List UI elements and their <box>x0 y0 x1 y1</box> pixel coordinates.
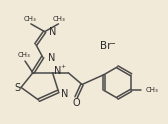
Text: CH₃: CH₃ <box>18 52 30 58</box>
Text: S: S <box>14 83 20 93</box>
Text: –: – <box>111 39 115 48</box>
Text: N: N <box>49 27 56 37</box>
Text: CH₃: CH₃ <box>24 16 36 22</box>
Text: Br: Br <box>100 41 111 51</box>
Text: N: N <box>61 89 69 99</box>
Text: N: N <box>54 66 62 76</box>
Text: CH₃: CH₃ <box>146 87 159 93</box>
Text: +: + <box>60 64 66 69</box>
Text: CH₃: CH₃ <box>53 16 66 22</box>
Text: O: O <box>72 98 80 108</box>
Text: N: N <box>48 53 55 63</box>
